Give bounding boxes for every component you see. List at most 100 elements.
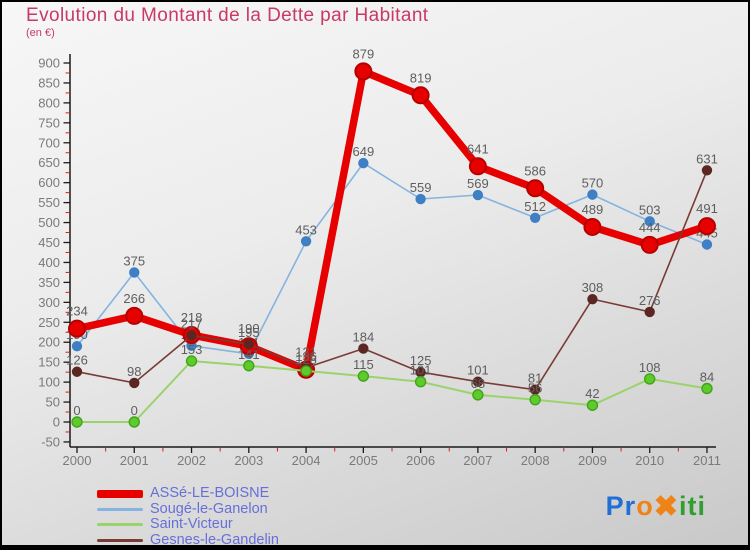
data-point bbox=[529, 212, 541, 223]
data-label: 84 bbox=[700, 369, 714, 384]
logo-segment-iti: iti bbox=[679, 491, 706, 521]
data-label: 375 bbox=[123, 253, 145, 268]
proxiti-logo: Pro✖iti bbox=[606, 488, 706, 523]
legend-row-gesnes: Gesnes-le-Gandelin bbox=[97, 531, 279, 548]
data-label: 218 bbox=[181, 310, 203, 325]
chart-legend: ASSé-LE-BOISNE Sougé-le-Ganelon Saint-Vi… bbox=[97, 486, 279, 548]
data-point bbox=[644, 373, 656, 385]
data-point bbox=[701, 165, 713, 176]
legend-swatch-gesnes bbox=[97, 538, 143, 542]
y-tick-label: 900 bbox=[38, 55, 60, 70]
y-tick-label: 650 bbox=[38, 155, 60, 170]
y-tick-label: 150 bbox=[38, 355, 60, 370]
data-label: 559 bbox=[410, 180, 432, 195]
y-tick-label: 750 bbox=[38, 115, 60, 130]
legend-swatch-asse bbox=[97, 489, 143, 498]
data-label: 586 bbox=[524, 163, 546, 178]
data-point bbox=[701, 382, 713, 395]
data-label: 153 bbox=[181, 342, 203, 357]
data-point bbox=[415, 193, 426, 205]
y-tick-label: 450 bbox=[38, 235, 60, 250]
data-label: 569 bbox=[467, 176, 489, 191]
data-label: 453 bbox=[295, 222, 317, 237]
data-point bbox=[185, 355, 198, 367]
data-label: 570 bbox=[582, 176, 604, 191]
data-label: 217 bbox=[181, 316, 203, 331]
data-point bbox=[358, 343, 369, 354]
legend-swatch-souge bbox=[97, 507, 143, 511]
chart-title: Evolution du Montant de la Dette par Hab… bbox=[26, 5, 429, 26]
x-tick-label: 2008 bbox=[521, 453, 550, 468]
data-point bbox=[358, 157, 369, 169]
y-tick-label: 700 bbox=[38, 135, 60, 150]
y-tick-label: 250 bbox=[38, 315, 60, 330]
legend-label-souge: Sougé-le-Ganelon bbox=[150, 500, 268, 517]
title-block: Evolution du Montant de la Dette par Hab… bbox=[26, 4, 428, 39]
data-point bbox=[300, 236, 312, 247]
data-point bbox=[243, 339, 255, 350]
data-point bbox=[644, 306, 655, 318]
logo-segment-o: o bbox=[636, 491, 654, 521]
data-point bbox=[529, 393, 541, 406]
chart-subtitle: (en €) bbox=[26, 27, 55, 39]
data-label: 101 bbox=[410, 363, 432, 378]
data-point bbox=[71, 416, 83, 428]
data-label: 98 bbox=[127, 364, 141, 379]
data-point bbox=[243, 360, 255, 372]
y-tick-label: 550 bbox=[38, 195, 60, 210]
data-point bbox=[129, 377, 140, 389]
logo-x-icon: ✖ bbox=[653, 491, 679, 523]
data-label: 444 bbox=[639, 220, 661, 235]
legend-label-gesnes: Gesnes-le-Gandelin bbox=[150, 531, 279, 548]
data-label: 108 bbox=[639, 360, 661, 375]
data-point bbox=[472, 189, 484, 201]
y-tick-label: 400 bbox=[38, 255, 60, 270]
x-axis: 2000 2001 2002 2003 2004 2005 2006 2007 2008 2009… bbox=[63, 447, 721, 468]
data-point bbox=[300, 365, 312, 377]
data-label: 631 bbox=[696, 151, 718, 166]
x-tick-label: 2011 bbox=[693, 453, 721, 468]
y-tick-label: 300 bbox=[38, 295, 60, 310]
x-tick-label: 2006 bbox=[406, 453, 435, 468]
data-label: 68 bbox=[471, 376, 485, 391]
data-label: 512 bbox=[524, 199, 546, 214]
y-tick-label: -50 bbox=[41, 434, 60, 449]
y-tick-label: 100 bbox=[38, 375, 60, 390]
x-tick-label: 2010 bbox=[635, 453, 664, 468]
data-point bbox=[644, 216, 655, 227]
data-point bbox=[526, 179, 545, 198]
data-label: 81 bbox=[528, 371, 542, 386]
data-label: 115 bbox=[353, 357, 374, 372]
y-tick-label: 600 bbox=[38, 175, 60, 190]
x-tick-label: 2003 bbox=[234, 453, 263, 468]
series-line bbox=[73, 67, 711, 374]
legend-row-souge: Sougé-le-Ganelon bbox=[97, 500, 279, 518]
data-point bbox=[414, 376, 427, 388]
data-point bbox=[129, 267, 140, 278]
data-label: 195 bbox=[238, 325, 260, 340]
data-label: 234 bbox=[66, 304, 88, 319]
data-point bbox=[468, 157, 487, 176]
x-tick-label: 2009 bbox=[578, 453, 607, 468]
data-label: 489 bbox=[582, 202, 604, 217]
data-point bbox=[701, 239, 713, 250]
data-label: 136 bbox=[295, 349, 317, 364]
data-point bbox=[583, 217, 602, 236]
x-tick-label: 2002 bbox=[177, 453, 206, 468]
data-label: 649 bbox=[352, 144, 374, 159]
legend-label-saint-victeur: Saint-Victeur bbox=[150, 516, 233, 533]
data-label: 0 bbox=[73, 403, 80, 418]
data-point bbox=[128, 416, 140, 428]
data-point bbox=[586, 399, 599, 411]
data-label: 266 bbox=[123, 291, 145, 306]
data-point bbox=[697, 217, 716, 236]
data-point bbox=[354, 62, 373, 81]
x-tick-label: 2001 bbox=[120, 453, 149, 468]
data-point bbox=[587, 293, 598, 305]
data-point bbox=[71, 366, 83, 377]
data-point bbox=[68, 319, 86, 338]
data-point bbox=[357, 370, 370, 382]
